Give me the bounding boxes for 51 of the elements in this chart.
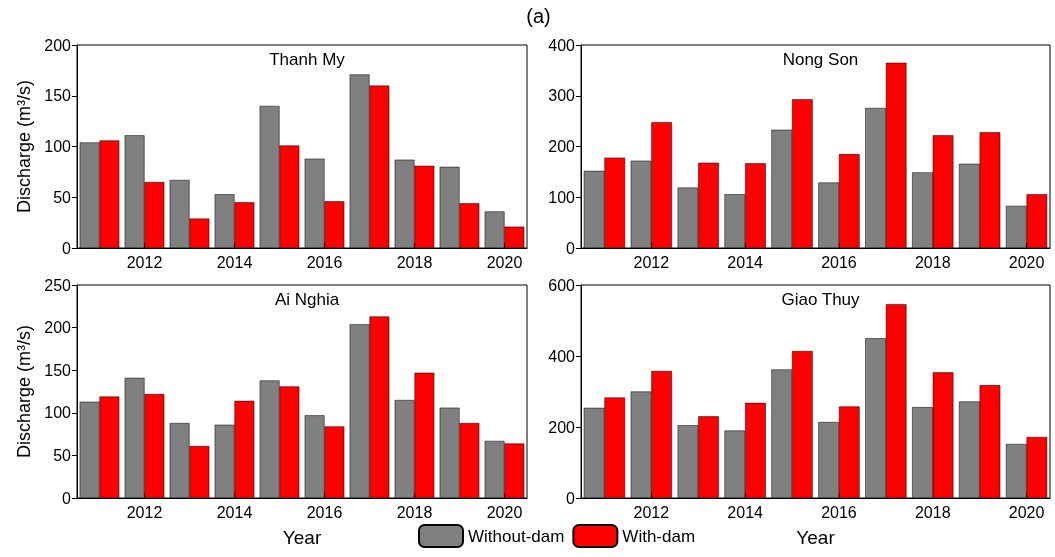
y-tick-label: 0	[62, 489, 72, 507]
y-tick-label: 600	[548, 276, 576, 294]
x-tick-label: 2014	[216, 253, 253, 271]
y-tick-label: 0	[566, 489, 576, 507]
x-tick-label: 2012	[126, 253, 163, 271]
x-tick-label: 2012	[633, 503, 670, 521]
x-tick-label: 2018	[914, 503, 951, 521]
x-tick-label: 2020	[1008, 253, 1045, 271]
y-tick-label: 150	[44, 87, 72, 105]
y-tick-label: 300	[548, 87, 576, 105]
legend-label: Without-dam	[468, 526, 565, 546]
chart-title: Giao Thuy	[781, 290, 861, 309]
y-tick-label: 0	[566, 239, 576, 257]
y-tick-label: 100	[548, 188, 576, 206]
x-tick-label: 2012	[126, 503, 163, 521]
x-tick-label: 2020	[486, 253, 523, 271]
x-tick-label: 2020	[1008, 503, 1045, 521]
chart-title: Ai Nghia	[274, 290, 340, 309]
y-tick-label: 0	[62, 239, 72, 257]
x-tick-label: 2014	[216, 503, 253, 521]
y-tick-label: 100	[44, 404, 72, 422]
y-tick-label: 400	[548, 347, 576, 365]
x-tick-label: 2014	[727, 253, 764, 271]
y-tick-label: 250	[44, 276, 72, 294]
x-tick-label: 2016	[306, 253, 343, 271]
x-tick-label: 2012	[633, 253, 670, 271]
x-axis-title: Year	[796, 527, 836, 548]
y-tick-label: 50	[53, 446, 72, 464]
x-tick-label: 2020	[486, 503, 523, 521]
x-tick-label: 2016	[821, 253, 857, 271]
y-tick-label: 200	[44, 36, 72, 54]
chart-title: Nong Son	[782, 50, 859, 69]
x-tick-label: 2018	[914, 253, 951, 271]
x-tick-label: 2016	[306, 503, 343, 521]
y-axis-title: Discharge (m³/s)	[14, 79, 35, 214]
chart-title: Thanh My	[269, 50, 346, 69]
x-tick-label: 2016	[821, 503, 857, 521]
y-tick-label: 100	[44, 138, 72, 155]
x-axis-title: Year	[282, 527, 322, 548]
y-tick-label: 200	[548, 418, 576, 436]
y-tick-label: 400	[548, 36, 576, 54]
x-tick-label: 2018	[396, 253, 433, 271]
y-tick-label: 200	[44, 319, 72, 337]
legend-label: With-dam	[622, 526, 696, 546]
y-tick-label: 200	[548, 138, 576, 155]
y-tick-label: 150	[44, 361, 72, 379]
text: (a)	[525, 5, 552, 28]
y-tick-label: 50	[53, 188, 72, 206]
x-tick-label: 2014	[727, 503, 764, 521]
x-tick-label: 2018	[396, 503, 433, 521]
y-axis-title: Discharge (m³/s)	[14, 324, 35, 459]
